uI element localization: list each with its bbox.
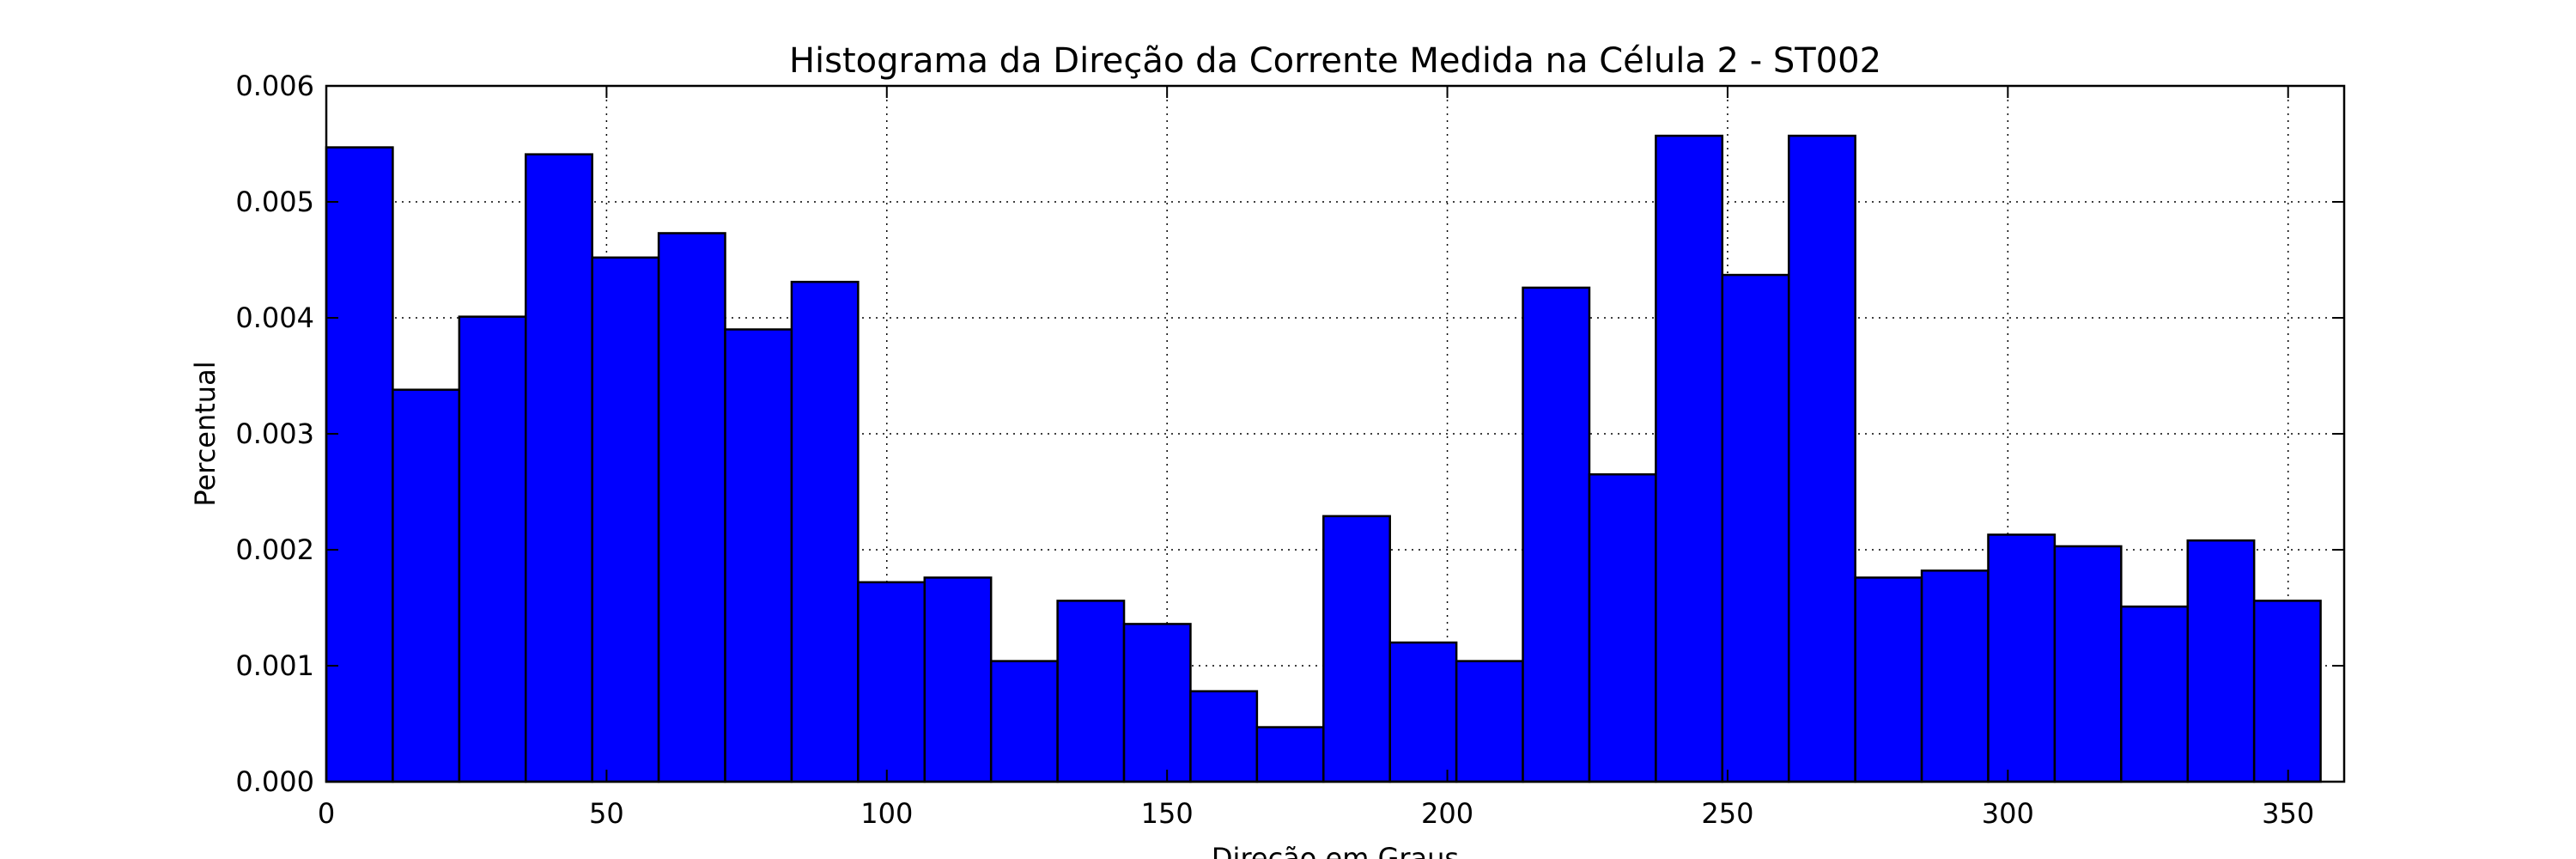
histogram-bar (1388, 641, 1458, 783)
histogram-bar (525, 153, 593, 783)
histogram-bar (657, 232, 726, 783)
y-tick-label: 0.001 (235, 649, 314, 682)
histogram-bar (392, 388, 461, 783)
histogram-bar (2053, 545, 2123, 783)
histogram-bar (1056, 600, 1126, 783)
x-tick-label: 250 (1701, 797, 1753, 830)
histogram-bar (1920, 570, 1990, 783)
histogram-bar (1787, 134, 1856, 783)
histogram-bar (1322, 515, 1391, 783)
x-tick-label: 50 (589, 797, 624, 830)
histogram-bar (1721, 273, 1790, 783)
histogram-bar (790, 280, 860, 783)
x-tick-label: 300 (1982, 797, 2034, 830)
y-tick-label: 0.002 (235, 533, 314, 566)
x-tick-label: 200 (1421, 797, 1473, 830)
histogram-bar (2186, 539, 2256, 783)
histogram-bar (1655, 134, 1724, 783)
histogram-bar (1522, 286, 1591, 783)
histogram-bars (325, 134, 2322, 783)
histogram-bar (857, 581, 927, 783)
x-tick-label: 350 (2262, 797, 2314, 830)
x-tick-label: 150 (1141, 797, 1194, 830)
x-tick-label: 0 (318, 797, 335, 830)
x-axis-label: Direção em Graus (1212, 842, 1459, 859)
histogram-bar (1588, 473, 1657, 783)
histogram-bar (325, 146, 394, 783)
histogram-bar (1854, 576, 1923, 783)
histogram-bar (1987, 533, 2057, 783)
histogram-bar (923, 576, 993, 783)
y-tick-label: 0.006 (235, 70, 314, 102)
histogram-bar (1189, 690, 1259, 783)
histogram-bar (458, 315, 527, 783)
histogram-bar (591, 256, 660, 783)
histogram-bar (724, 328, 793, 783)
y-axis-label: Percentual (189, 361, 222, 506)
x-tick-label: 100 (860, 797, 913, 830)
y-tick-label: 0.004 (235, 302, 314, 334)
histogram-bar (1122, 623, 1192, 783)
y-tick-label: 0.003 (235, 417, 314, 450)
y-tick-label: 0.005 (235, 186, 314, 218)
axis-ticks: 0 50 100 150 200 250 300 350 0.000 0.001 0.002 0.00… (235, 70, 2344, 830)
histogram-bar (2252, 600, 2322, 783)
histogram-bar (1255, 726, 1325, 783)
y-tick-label: 0.000 (235, 765, 314, 798)
chart-title: Histograma da Direção da Corrente Medida… (789, 41, 1881, 81)
histogram-bar (989, 660, 1059, 783)
histogram-bar (2120, 605, 2189, 783)
histogram-bar (1455, 660, 1524, 783)
